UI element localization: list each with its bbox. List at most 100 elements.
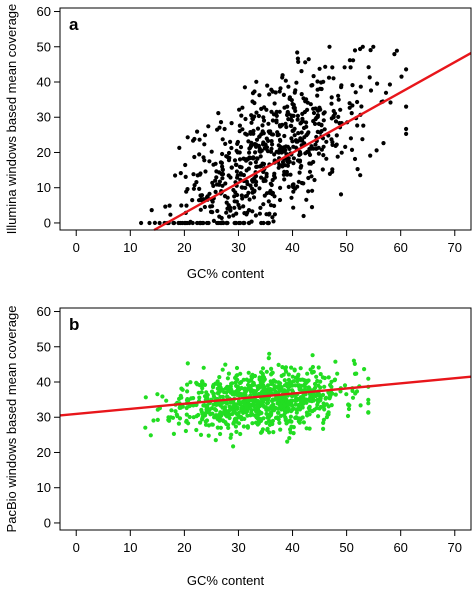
data-point <box>299 69 304 74</box>
data-point <box>304 426 309 431</box>
data-point <box>291 182 296 187</box>
data-point <box>256 113 261 119</box>
data-point <box>230 412 235 417</box>
data-point <box>254 110 259 115</box>
data-point <box>275 410 281 415</box>
data-point <box>270 177 275 183</box>
data-point <box>349 147 355 152</box>
y-tick-label: 10 <box>37 480 51 495</box>
data-point <box>211 183 216 188</box>
data-point <box>227 155 232 160</box>
data-point <box>197 383 202 388</box>
data-point <box>292 105 297 111</box>
data-point <box>331 76 336 81</box>
data-point <box>308 161 314 166</box>
data-point <box>228 208 233 213</box>
data-point <box>224 210 229 215</box>
data-point <box>215 220 220 226</box>
data-point <box>164 398 169 403</box>
data-point <box>251 155 256 160</box>
data-point <box>300 415 305 420</box>
data-point <box>257 211 262 216</box>
data-point <box>336 114 341 119</box>
data-point <box>201 197 206 202</box>
data-point <box>305 413 310 418</box>
data-point <box>316 365 321 370</box>
data-point <box>255 412 260 417</box>
data-point <box>247 197 252 202</box>
data-point <box>208 204 213 209</box>
y-tick-label: 20 <box>37 445 51 460</box>
data-point <box>248 378 253 383</box>
data-point <box>230 381 235 386</box>
data-point <box>278 138 283 143</box>
data-point <box>350 388 355 393</box>
data-point <box>281 172 286 177</box>
data-point <box>289 136 294 141</box>
data-point <box>315 113 320 118</box>
data-point <box>155 392 160 397</box>
data-point <box>290 374 295 379</box>
data-point <box>229 121 234 126</box>
data-point <box>250 421 255 426</box>
data-point <box>192 154 197 160</box>
y-tick-label: 0 <box>44 515 51 530</box>
data-point <box>374 148 379 153</box>
data-point <box>282 105 287 110</box>
data-point <box>235 141 240 146</box>
data-point <box>218 382 223 387</box>
data-point <box>298 385 303 390</box>
data-point <box>220 367 225 372</box>
data-point <box>305 371 310 376</box>
data-point <box>315 93 320 98</box>
data-point <box>347 101 352 106</box>
x-axis-label: GC% content <box>187 266 265 281</box>
data-point <box>297 420 302 425</box>
data-point <box>253 150 258 155</box>
data-point <box>275 130 280 135</box>
data-point <box>248 161 253 166</box>
data-point <box>226 371 231 376</box>
data-points <box>143 351 371 449</box>
data-point <box>339 85 344 90</box>
data-point <box>261 220 266 226</box>
data-point <box>368 88 374 93</box>
data-point <box>294 415 299 420</box>
y-tick-label: 20 <box>37 145 51 160</box>
data-point <box>359 104 364 109</box>
data-point <box>200 416 205 421</box>
data-point <box>238 171 243 176</box>
data-point <box>226 425 231 430</box>
data-point <box>214 169 219 174</box>
data-point <box>241 377 246 382</box>
data-point <box>314 374 319 379</box>
data-point <box>252 89 257 94</box>
data-point <box>394 48 399 53</box>
data-point <box>231 444 236 449</box>
data-point <box>270 118 275 123</box>
data-point <box>355 167 360 172</box>
data-point <box>245 425 250 430</box>
panel-label: b <box>69 315 79 334</box>
data-point <box>143 425 148 430</box>
data-point <box>249 120 254 125</box>
data-point <box>269 366 274 371</box>
data-point <box>268 129 273 134</box>
data-point <box>183 428 188 434</box>
data-point <box>241 424 246 429</box>
data-point <box>258 400 263 405</box>
data-point <box>244 405 249 410</box>
data-point <box>233 380 238 385</box>
data-point <box>329 137 334 142</box>
data-point <box>220 151 225 157</box>
data-point <box>350 395 356 400</box>
data-point <box>213 381 218 386</box>
data-point <box>299 130 304 135</box>
data-point <box>177 145 182 150</box>
data-point <box>334 133 339 138</box>
data-point <box>329 379 334 384</box>
data-point <box>217 375 222 380</box>
data-point <box>244 168 249 173</box>
data-point <box>298 366 303 371</box>
data-point <box>351 358 356 363</box>
